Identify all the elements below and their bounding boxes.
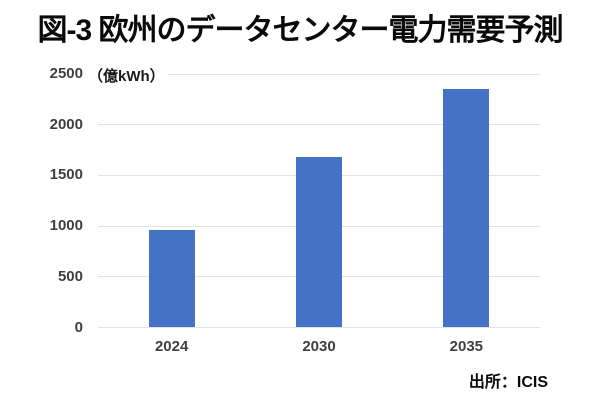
gridline-2500: [98, 73, 540, 75]
source-note: 出所：ICIS: [468, 374, 548, 391]
gridline-2000: [98, 124, 540, 126]
y-axis-unit-label: （億kWh）: [88, 65, 168, 86]
y-tick-label-1500: 1500: [49, 166, 83, 184]
x-tick-label-2024: 2024: [154, 338, 189, 355]
x-tick-label-2035: 2035: [449, 338, 484, 355]
y-tick-label-2000: 2000: [49, 115, 83, 133]
y-tick-label-1000: 1000: [49, 217, 83, 235]
bar-2030: [296, 157, 342, 328]
gridline-0: [98, 327, 540, 328]
chart-title: 図-3 欧州のデータセンター電力需要予測: [37, 14, 563, 47]
bar-2035: [443, 89, 490, 328]
y-tick-label-0: 0: [74, 318, 83, 336]
y-tick-label-2500: 2500: [49, 65, 83, 82]
bar-2024: [148, 230, 195, 328]
x-tick-label-2030: 2030: [302, 338, 336, 355]
y-tick-label-500: 500: [57, 267, 83, 285]
